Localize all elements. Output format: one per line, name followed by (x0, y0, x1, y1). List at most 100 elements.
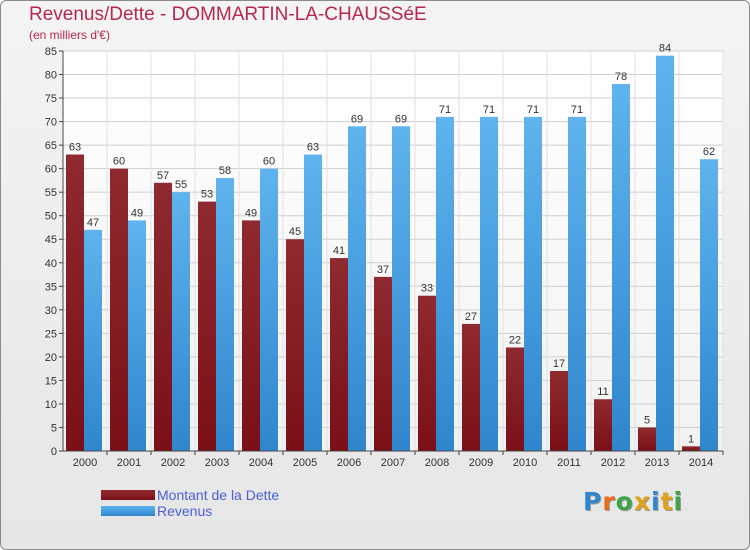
bar-dette (66, 154, 84, 451)
data-label-revenus: 60 (263, 156, 275, 168)
bar-revenus (700, 159, 718, 451)
data-label-dette: 49 (245, 207, 257, 219)
legend-swatch-revenus (101, 506, 155, 516)
data-label-dette: 45 (289, 226, 301, 238)
bar-dette (286, 239, 304, 451)
y-tick-label: 45 (45, 234, 57, 246)
bar-revenus (656, 55, 674, 452)
y-tick-label: 0 (51, 446, 57, 458)
x-tick-label: 2006 (337, 457, 361, 469)
legend-swatch-dette (101, 490, 155, 500)
y-tick-label: 65 (45, 140, 57, 152)
y-tick-label: 20 (45, 352, 57, 364)
x-tick-label: 2001 (117, 457, 141, 469)
x-tick-label: 2008 (425, 457, 449, 469)
bar-dette (418, 295, 436, 451)
x-tick-label: 2000 (73, 457, 97, 469)
x-tick-label: 2003 (205, 457, 229, 469)
y-tick-label: 35 (45, 281, 57, 293)
data-label-dette: 63 (69, 142, 81, 154)
y-tick-label: 80 (45, 70, 57, 82)
bar-revenus (480, 116, 498, 451)
bar-dette (154, 182, 172, 451)
y-tick-label: 40 (45, 258, 57, 270)
bar-dette (462, 323, 480, 451)
data-label-dette: 37 (377, 264, 389, 276)
x-tick-label: 2005 (293, 457, 317, 469)
x-tick-label: 2012 (601, 457, 625, 469)
y-tick-label: 60 (45, 164, 57, 176)
data-label-revenus: 69 (351, 113, 363, 125)
chart-title: Revenus/Dette - DOMMARTIN-LA-CHAUSSéE (29, 4, 427, 25)
bar-dette (374, 276, 392, 451)
x-tick-label: 2007 (381, 457, 405, 469)
bar-revenus (84, 229, 102, 451)
data-label-revenus: 78 (615, 71, 627, 83)
x-tick-label: 2002 (161, 457, 185, 469)
data-label-dette: 27 (465, 311, 477, 323)
data-label-revenus: 62 (703, 146, 715, 158)
bar-dette (198, 201, 216, 451)
data-label-revenus: 71 (483, 104, 495, 116)
bar-revenus (612, 83, 630, 452)
bar-revenus (128, 220, 146, 451)
bar-dette (110, 168, 128, 451)
data-label-revenus: 71 (439, 104, 451, 116)
x-tick-label: 2009 (469, 457, 493, 469)
data-label-revenus: 71 (527, 104, 539, 116)
data-label-dette: 5 (644, 414, 650, 426)
data-label-dette: 22 (509, 334, 521, 346)
data-label-revenus: 69 (395, 113, 407, 125)
y-tick-label: 70 (45, 117, 57, 129)
y-tick-label: 10 (45, 399, 57, 411)
data-label-revenus: 58 (219, 165, 231, 177)
data-label-revenus: 47 (87, 217, 99, 229)
data-label-dette: 57 (157, 170, 169, 182)
bar-dette (550, 371, 568, 451)
data-label-revenus: 55 (175, 179, 187, 191)
data-label-dette: 1 (688, 433, 694, 445)
y-tick-label: 50 (45, 211, 57, 223)
bar-dette (242, 220, 260, 451)
data-label-revenus: 49 (131, 207, 143, 219)
bar-revenus (304, 154, 322, 451)
y-tick-label: 25 (45, 328, 57, 340)
x-tick-label: 2004 (249, 457, 273, 469)
y-tick-label: 85 (45, 46, 57, 58)
bar-dette (594, 399, 612, 451)
chart-subtitle: (en milliers d'€) (29, 28, 110, 42)
bar-revenus (524, 116, 542, 451)
legend-label-revenus: Revenus (157, 503, 213, 519)
bar-revenus (216, 178, 234, 451)
data-label-revenus: 63 (307, 142, 319, 154)
bar-revenus (436, 116, 454, 451)
y-tick-label: 55 (45, 187, 57, 199)
x-tick-label: 2013 (645, 457, 669, 469)
bar-dette (638, 427, 656, 451)
data-label-revenus: 71 (571, 104, 583, 116)
bar-revenus (172, 192, 190, 452)
data-label-dette: 41 (333, 245, 345, 257)
bar-dette (506, 347, 524, 451)
bar-revenus (568, 116, 586, 451)
x-tick-label: 2014 (689, 457, 713, 469)
legend-label-dette: Montant de la Dette (157, 487, 280, 503)
bar-dette (330, 258, 348, 451)
x-tick-label: 2011 (557, 457, 581, 469)
y-tick-label: 75 (45, 93, 57, 105)
data-label-dette: 53 (201, 189, 213, 201)
x-tick-label: 2010 (513, 457, 537, 469)
data-label-revenus: 84 (659, 43, 671, 55)
bar-revenus (260, 168, 278, 451)
data-label-dette: 60 (113, 156, 125, 168)
y-tick-label: 15 (45, 375, 57, 387)
y-tick-label: 30 (45, 305, 57, 317)
bar-revenus (392, 126, 410, 451)
data-label-dette: 33 (421, 283, 433, 295)
bar-revenus (348, 126, 366, 451)
y-tick-label: 5 (51, 422, 57, 434)
proxiti-logo: Proxiti (583, 487, 684, 516)
data-label-dette: 17 (553, 358, 565, 370)
